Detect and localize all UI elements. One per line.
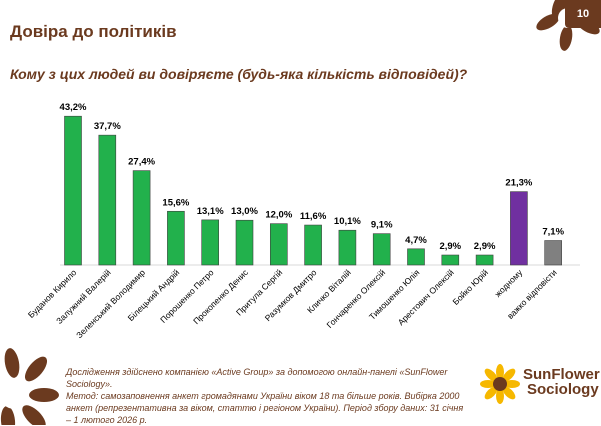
bar bbox=[132, 170, 151, 266]
data-label: 13,0% bbox=[231, 206, 258, 217]
page-number: 10 bbox=[565, 0, 601, 28]
bar bbox=[64, 115, 82, 266]
bar bbox=[372, 233, 391, 266]
data-label: 37,7% bbox=[94, 121, 121, 132]
category-label: Гончаренко Олексій bbox=[324, 267, 387, 330]
bar bbox=[510, 191, 528, 266]
data-label: 10,1% bbox=[334, 216, 361, 227]
data-label: 27,4% bbox=[128, 157, 155, 168]
bar bbox=[167, 210, 185, 266]
category-label: Бойко Юрій bbox=[450, 267, 490, 307]
data-label: 11,6% bbox=[300, 211, 327, 222]
bar bbox=[235, 219, 254, 266]
data-label: 43,2% bbox=[60, 102, 87, 113]
bar bbox=[407, 248, 425, 266]
footer-note: Дослідження здійснено компанією «Active … bbox=[66, 366, 466, 426]
data-label: 21,3% bbox=[505, 178, 532, 189]
sunflower-bottom-left-icon bbox=[0, 348, 59, 425]
data-label: 4,7% bbox=[405, 235, 427, 246]
logo-line-1: SunFlower bbox=[523, 366, 600, 383]
bar bbox=[98, 134, 117, 266]
data-label: 2,9% bbox=[474, 241, 496, 252]
bar bbox=[475, 254, 494, 266]
data-label: 9,1% bbox=[371, 220, 393, 231]
bar bbox=[269, 223, 288, 266]
footer-line-2: Метод: самозаповнення анкет громадянами … bbox=[66, 391, 464, 425]
sunflower-logo-icon bbox=[480, 364, 520, 404]
bar bbox=[201, 219, 219, 266]
data-label: 12,0% bbox=[265, 210, 292, 221]
data-label: 7,1% bbox=[542, 227, 564, 238]
logo-text: SunFlower Sociology bbox=[523, 367, 600, 397]
data-label: 13,1% bbox=[197, 206, 224, 217]
logo-line-2: Sociology bbox=[527, 381, 599, 398]
chart-question: Кому з цих людей ви довіряєте (будь-яка … bbox=[10, 66, 468, 82]
bar bbox=[441, 254, 460, 266]
data-label: 2,9% bbox=[439, 241, 461, 252]
category-label: жодному bbox=[493, 267, 525, 299]
category-label: Зеленський Володимир bbox=[74, 267, 147, 340]
data-label: 15,6% bbox=[162, 197, 189, 208]
page-title: Довіра до політиків bbox=[10, 22, 177, 41]
bar bbox=[304, 224, 322, 266]
bar bbox=[544, 240, 563, 266]
bar bbox=[338, 229, 357, 266]
footer-line-1: Дослідження здійснено компанією «Active … bbox=[66, 367, 448, 389]
